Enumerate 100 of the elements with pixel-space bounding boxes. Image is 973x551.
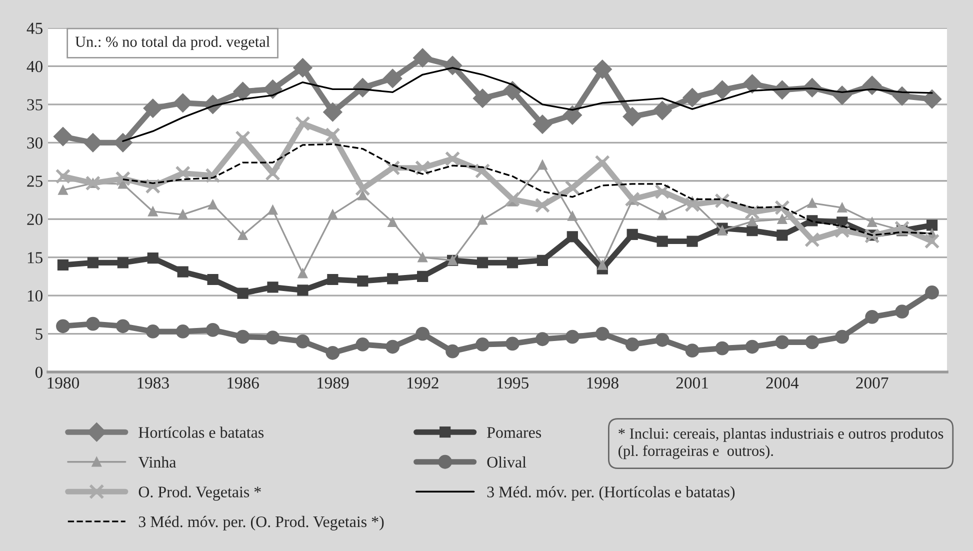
point — [775, 335, 790, 350]
point — [622, 107, 642, 126]
point — [476, 257, 488, 268]
x-tick-label: 1986 — [228, 377, 259, 389]
point — [327, 274, 338, 286]
point — [357, 275, 368, 287]
point — [712, 80, 732, 100]
x-tick-label: 2004 — [766, 377, 799, 389]
point — [835, 330, 850, 344]
point — [173, 93, 192, 112]
y-tick-label: 15 — [28, 252, 42, 264]
y-tick-label: 20 — [27, 214, 43, 226]
x-tick-label: 1992 — [407, 377, 438, 389]
point — [745, 340, 760, 354]
point — [867, 217, 877, 228]
y-tick-label: 25 — [27, 176, 42, 187]
point — [263, 80, 282, 99]
point — [146, 324, 160, 338]
point — [208, 200, 218, 210]
legend-label: Hortícolas e batatas — [138, 426, 264, 438]
point — [53, 127, 73, 146]
point — [742, 74, 762, 94]
point — [686, 236, 698, 247]
point — [747, 216, 758, 226]
point — [685, 344, 700, 358]
legend-label: 3 Méd. móv. per. (Hortícolas e batatas) — [487, 486, 735, 501]
point — [562, 106, 582, 125]
y-tick-label: 10 — [28, 290, 43, 302]
point — [595, 326, 610, 341]
y-tick-label: 30 — [27, 137, 43, 149]
point — [476, 338, 490, 352]
point — [325, 127, 340, 143]
point — [506, 257, 518, 268]
text: * Inclui: cereais, plantas industriais e outros produtos (pl. forrageiras e outros). — [618, 428, 944, 460]
point — [717, 226, 728, 236]
point — [444, 151, 460, 166]
point — [922, 90, 942, 109]
point — [266, 330, 280, 345]
point — [657, 210, 668, 220]
point — [148, 206, 158, 216]
point — [268, 205, 278, 215]
point — [566, 231, 578, 242]
point — [837, 202, 847, 213]
y-tick-label: 35 — [27, 99, 42, 110]
point — [386, 340, 400, 354]
point — [714, 193, 730, 208]
point — [652, 101, 672, 120]
point — [87, 257, 99, 268]
point — [207, 274, 218, 286]
point — [626, 228, 638, 240]
point — [565, 330, 580, 344]
point — [892, 86, 912, 106]
point — [774, 200, 790, 216]
point — [534, 198, 550, 213]
point — [145, 178, 161, 194]
x-tick-label: 1980 — [48, 377, 80, 389]
point — [206, 323, 220, 337]
point — [117, 257, 128, 268]
point — [265, 166, 280, 181]
point — [744, 204, 760, 220]
point — [804, 232, 820, 248]
point — [326, 346, 340, 360]
point — [924, 234, 940, 249]
y-tick-label: 5 — [36, 328, 42, 340]
point — [115, 170, 131, 186]
point — [564, 180, 580, 196]
x-tick-label: 2007 — [856, 377, 888, 389]
point — [116, 319, 130, 334]
x-tick-label: 1983 — [138, 377, 169, 389]
point — [656, 236, 668, 247]
point — [504, 192, 520, 207]
point — [807, 198, 818, 208]
point — [85, 176, 101, 191]
point — [805, 335, 820, 350]
point — [176, 324, 190, 338]
point — [388, 217, 398, 228]
point — [297, 284, 308, 296]
point — [418, 252, 428, 262]
point — [446, 344, 460, 358]
point — [472, 88, 492, 108]
y-tick-label: 45 — [26, 22, 42, 34]
point — [538, 160, 548, 170]
point — [295, 116, 310, 132]
legend-label: O. Prod. Vegetais * — [138, 486, 261, 501]
legend-label: 3 Méd. móv. per. (O. Prod. Vegetais *) — [138, 516, 384, 530]
x-tick-label: 1989 — [317, 377, 349, 389]
legend-label: Pomares — [487, 427, 542, 438]
point — [536, 332, 550, 346]
point — [205, 168, 220, 184]
point — [624, 192, 640, 207]
point — [143, 98, 162, 118]
point — [296, 334, 310, 348]
point — [536, 254, 548, 266]
point — [746, 225, 758, 236]
point — [356, 338, 370, 352]
x-tick-label: 1998 — [587, 377, 618, 389]
point — [355, 180, 370, 196]
point — [236, 330, 250, 344]
point — [417, 270, 428, 282]
legend-label: Vinha — [138, 456, 176, 468]
